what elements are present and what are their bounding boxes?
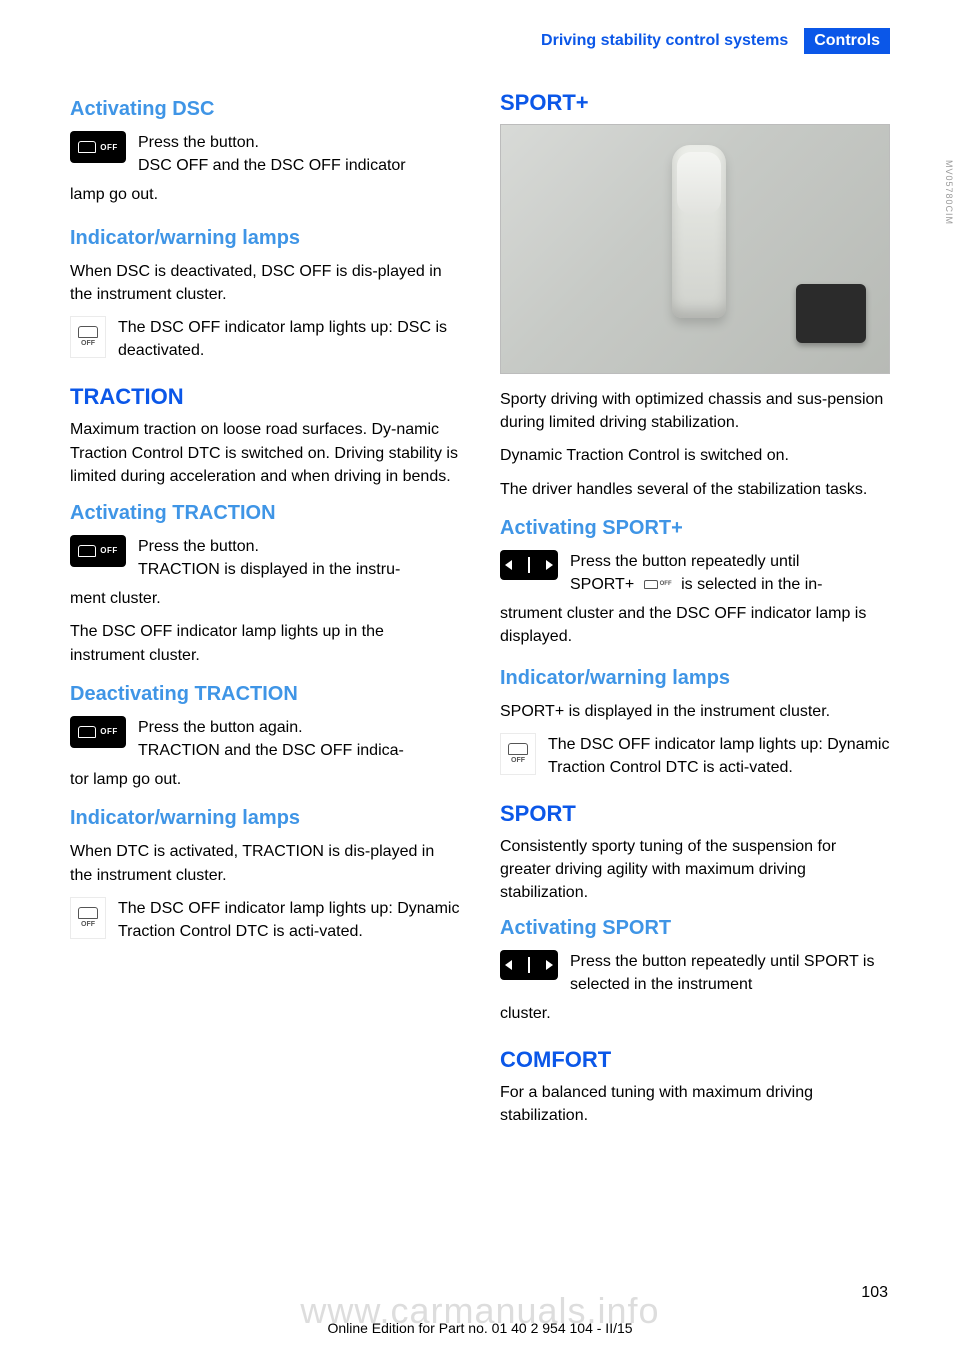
- line: TRACTION is displayed in the instru‐: [138, 561, 400, 578]
- paragraph: The DSC OFF indicator lamp lights up in …: [70, 620, 460, 666]
- paragraph: Dynamic Traction Control is switched on.: [500, 444, 890, 467]
- paragraph: The driver handles several of the stabil…: [500, 478, 890, 501]
- right-column: SPORT+ Sporty driving with optimized cha…: [500, 90, 890, 1138]
- continuation: strument cluster and the DSC OFF indicat…: [500, 602, 890, 648]
- header-section: Driving stability control systems: [541, 32, 788, 50]
- line: TRACTION and the DSC OFF indica‐: [138, 742, 404, 759]
- continuation: lamp go out.: [70, 183, 460, 206]
- heading-indicator-lamps-2: Indicator/warning lamps: [70, 807, 460, 830]
- line: is selected in the in‐: [681, 576, 822, 593]
- heading-comfort: COMFORT: [500, 1047, 890, 1073]
- heading-indicator-lamps-3: Indicator/warning lamps: [500, 667, 890, 690]
- heading-activating-traction: Activating TRACTION: [70, 502, 460, 525]
- line: Press the button repeatedly until: [570, 553, 799, 570]
- dsc-off-lamp-icon: OFF: [500, 733, 536, 775]
- row-indicator-1: OFF The DSC OFF indicator lamp lights up…: [70, 316, 460, 362]
- line: Press the button again.: [138, 719, 303, 736]
- console-buttons-graphic: [796, 284, 866, 344]
- text-block: Press the button repeatedly until SPORT+…: [570, 550, 822, 596]
- row-indicator-2: OFF The DSC OFF indicator lamp lights up…: [70, 897, 460, 943]
- text-block: Press the button repeatedly until SPORT …: [570, 950, 890, 996]
- heading-deactivating-traction: Deactivating TRACTION: [70, 683, 460, 706]
- text-block: Press the button again. TRACTION and the…: [138, 716, 404, 762]
- line: Press the button.: [138, 134, 259, 151]
- sport-plus-photo: [500, 124, 890, 374]
- paragraph: Consistently sporty tuning of the suspen…: [500, 835, 890, 905]
- off-label: OFF: [100, 546, 118, 555]
- two-column-layout: Activating DSC OFF Press the button. DSC…: [70, 90, 890, 1138]
- row-activating-traction: OFF Press the button. TRACTION is displa…: [70, 535, 460, 581]
- row-indicator-3: OFF The DSC OFF indicator lamp lights up…: [500, 733, 890, 779]
- dsc-off-button-icon: OFF: [70, 131, 126, 163]
- dsc-off-button-icon: OFF: [70, 716, 126, 748]
- heading-activating-dsc: Activating DSC: [70, 98, 460, 121]
- text-block: Press the button. TRACTION is displayed …: [138, 535, 400, 581]
- off-label: OFF: [81, 340, 95, 347]
- page-content: Driving stability control systems Contro…: [0, 0, 960, 1178]
- heading-traction: TRACTION: [70, 384, 460, 410]
- row-activating-sport: Press the button repeatedly until SPORT …: [500, 950, 890, 996]
- off-label: OFF: [100, 143, 118, 152]
- dsc-off-inline-icon: OFF: [641, 576, 675, 594]
- paragraph: For a balanced tuning with maximum drivi…: [500, 1081, 890, 1127]
- dsc-off-lamp-icon: OFF: [70, 897, 106, 939]
- heading-sport: SPORT: [500, 801, 890, 827]
- off-label: OFF: [100, 727, 118, 736]
- dsc-off-lamp-icon: OFF: [70, 316, 106, 358]
- rocker-button-icon: [500, 950, 558, 980]
- gear-shifter-graphic: [672, 145, 726, 319]
- paragraph: When DSC is deactivated, DSC OFF is dis‐…: [70, 260, 460, 306]
- off-label: OFF: [511, 757, 525, 764]
- row-activating-dsc: OFF Press the button. DSC OFF and the DS…: [70, 131, 460, 177]
- heading-activating-sport-plus: Activating SPORT+: [500, 517, 890, 540]
- continuation: tor lamp go out.: [70, 768, 460, 791]
- page-number: 103: [861, 1284, 888, 1302]
- paragraph: SPORT+ is displayed in the instrument cl…: [500, 700, 890, 723]
- paragraph: When DTC is activated, TRACTION is dis‐p…: [70, 840, 460, 886]
- dsc-off-button-icon: OFF: [70, 535, 126, 567]
- text-block: The DSC OFF indicator lamp lights up: Dy…: [118, 897, 460, 943]
- line: SPORT+: [570, 576, 634, 593]
- left-column: Activating DSC OFF Press the button. DSC…: [70, 90, 460, 1138]
- paragraph: Sporty driving with optimized chassis an…: [500, 388, 890, 434]
- text-block: The DSC OFF indicator lamp lights up: DS…: [118, 316, 460, 362]
- header-chapter-badge: Controls: [804, 28, 890, 54]
- paragraph: Maximum traction on loose road surfaces.…: [70, 418, 460, 488]
- text-block: The DSC OFF indicator lamp lights up: Dy…: [548, 733, 890, 779]
- line: Press the button.: [138, 538, 259, 555]
- footer-line: Online Edition for Part no. 01 40 2 954 …: [0, 1320, 960, 1336]
- row-activating-sport-plus: Press the button repeatedly until SPORT+…: [500, 550, 890, 596]
- heading-indicator-lamps-1: Indicator/warning lamps: [70, 227, 460, 250]
- heading-sport-plus: SPORT+: [500, 90, 890, 116]
- text-block: Press the button. DSC OFF and the DSC OF…: [138, 131, 406, 177]
- heading-activating-sport: Activating SPORT: [500, 917, 890, 940]
- rocker-button-icon: [500, 550, 558, 580]
- line: DSC OFF and the DSC OFF indicator: [138, 157, 406, 174]
- off-label: OFF: [81, 921, 95, 928]
- page-header: Driving stability control systems Contro…: [70, 28, 890, 54]
- continuation: ment cluster.: [70, 587, 460, 610]
- row-deactivating-traction: OFF Press the button again. TRACTION and…: [70, 716, 460, 762]
- continuation: cluster.: [500, 1002, 890, 1025]
